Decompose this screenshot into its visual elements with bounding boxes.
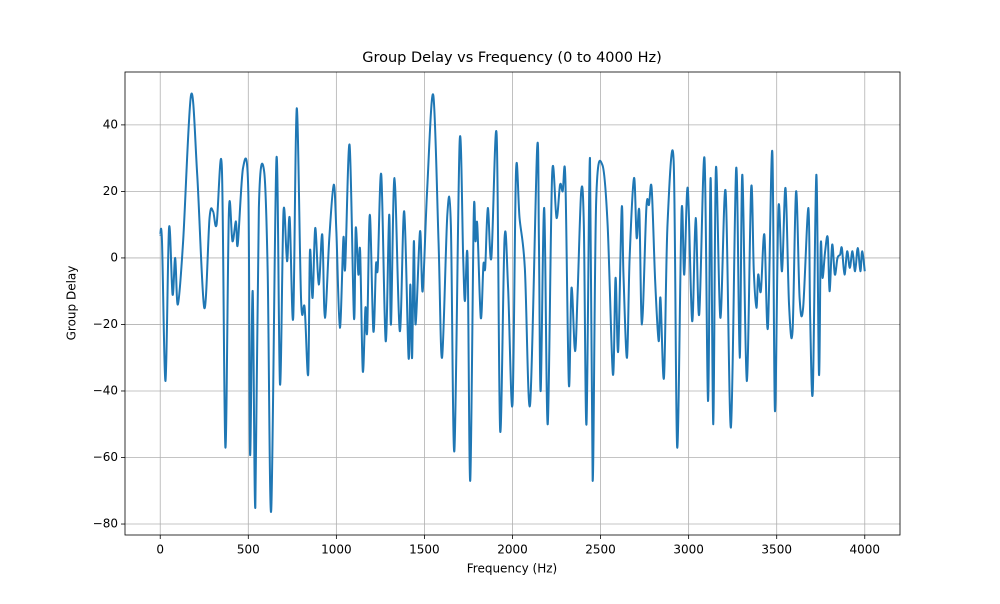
x-tick-label: 1500 xyxy=(409,543,440,557)
y-tick-label: −40 xyxy=(93,383,118,397)
x-axis-label: Frequency (Hz) xyxy=(467,562,558,576)
y-tick-label: −80 xyxy=(93,517,118,531)
x-tick-label: 3500 xyxy=(761,543,792,557)
data-line xyxy=(159,92,866,513)
y-tick-label: 0 xyxy=(110,250,118,264)
y-axis-label: Group Delay xyxy=(65,266,79,341)
chart-title: Group Delay vs Frequency (0 to 4000 Hz) xyxy=(362,50,662,66)
y-tick-label: 20 xyxy=(103,184,118,198)
y-tick-label: 40 xyxy=(103,117,118,131)
x-tick-label: 2500 xyxy=(585,543,616,557)
x-tick-label: 0 xyxy=(156,543,164,557)
x-tick-label: 3000 xyxy=(673,543,704,557)
x-tick-label: 4000 xyxy=(849,543,880,557)
x-tick-label: 2000 xyxy=(497,543,528,557)
x-tick-label: 500 xyxy=(237,543,260,557)
y-tick-label: −20 xyxy=(93,317,118,331)
x-tick-label: 1000 xyxy=(321,543,352,557)
plot-frame xyxy=(124,71,901,536)
y-tick-label: −60 xyxy=(93,450,118,464)
